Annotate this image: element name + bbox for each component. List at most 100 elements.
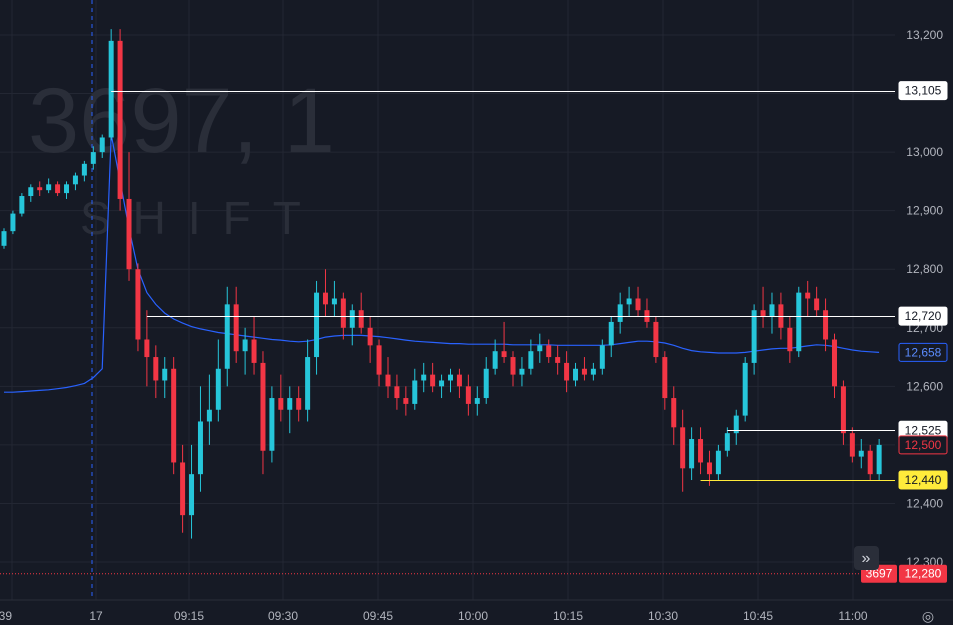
candle	[537, 333, 543, 363]
x-tick-label: 09:30	[268, 609, 298, 623]
y-tick-label: 13,000	[906, 145, 943, 159]
candle	[823, 298, 829, 352]
candle-body	[10, 213, 16, 232]
candle-body	[153, 357, 159, 381]
candle-body	[653, 321, 659, 358]
candle-body	[751, 310, 757, 363]
candle	[626, 286, 632, 317]
candle-body	[171, 368, 177, 463]
svg-text:13,105: 13,105	[905, 84, 942, 98]
candle	[573, 362, 579, 387]
candle	[162, 357, 168, 399]
x-tick-label: 09:45	[363, 609, 393, 623]
candle-body	[501, 351, 507, 358]
candle-body	[90, 152, 96, 164]
watermark-name: SHIFT	[80, 192, 323, 244]
y-tick-label: 12,800	[906, 262, 943, 276]
candle	[849, 427, 855, 463]
candle-body	[305, 357, 311, 410]
candle	[421, 362, 427, 393]
svg-text:12,440: 12,440	[905, 473, 942, 487]
x-tick-label: 11:00	[838, 609, 867, 623]
candle	[599, 339, 605, 375]
candle	[680, 409, 686, 492]
candle-body	[805, 292, 811, 299]
candle	[331, 280, 337, 317]
candle-body	[448, 374, 453, 381]
candle	[653, 316, 659, 363]
candle	[394, 374, 400, 410]
candle	[19, 193, 25, 217]
candle	[724, 427, 730, 457]
candle-body	[742, 362, 748, 416]
candle	[555, 345, 561, 375]
candle	[858, 439, 864, 469]
y-tick-label: 12,600	[906, 379, 943, 393]
x-tick-label: 10:15	[553, 609, 583, 623]
candle-body	[322, 292, 328, 305]
candle-body	[581, 368, 587, 375]
candle	[430, 362, 436, 393]
candle-body	[260, 362, 266, 451]
candle	[189, 444, 195, 539]
candle	[358, 292, 364, 334]
candle	[1, 228, 7, 249]
candle	[90, 146, 96, 170]
candle	[590, 362, 596, 381]
y-tick-label: 13,200	[906, 28, 943, 42]
candle-body	[242, 339, 248, 352]
candle	[581, 357, 587, 381]
candle	[349, 304, 355, 346]
candle	[689, 427, 695, 481]
candle-body	[99, 137, 105, 153]
candle-body	[465, 386, 471, 404]
candle-body	[385, 374, 391, 387]
moving-average-line	[4, 134, 880, 393]
candle-body	[635, 298, 641, 311]
candle-body	[456, 374, 462, 387]
bid-label: 3697 12,280	[861, 564, 947, 583]
candle-body	[858, 450, 864, 457]
candle	[403, 386, 409, 416]
candle-body	[698, 439, 704, 463]
candle-body	[251, 339, 257, 363]
candle	[72, 172, 78, 191]
candle	[28, 184, 34, 202]
candle-body	[233, 304, 239, 352]
candle-body	[349, 310, 355, 328]
candle	[215, 339, 221, 422]
candle-body	[358, 310, 364, 328]
candle	[769, 292, 775, 334]
candle-body	[296, 398, 302, 410]
candle-body	[394, 386, 400, 399]
candle-body	[126, 198, 132, 270]
candle-body	[108, 40, 114, 138]
x-tick-label: 10:45	[743, 609, 773, 623]
candle	[528, 339, 534, 375]
candle-body	[314, 292, 320, 358]
candle	[305, 339, 311, 422]
candle	[153, 345, 159, 399]
price-label: 12,500	[898, 435, 948, 455]
x-axis: :39 17 09:15 09:30 09:45 10:00 10:15 10:30 10:45…	[0, 599, 953, 623]
candle-body	[760, 310, 766, 317]
candle-body	[37, 187, 43, 191]
price-label: 13,105	[898, 81, 948, 101]
horizontal-levels[interactable]	[111, 91, 895, 481]
candle	[831, 333, 837, 399]
candle	[698, 427, 704, 475]
candle-body	[215, 368, 221, 410]
candle	[840, 380, 846, 445]
svg-text:3697: 3697	[866, 567, 893, 581]
candle-body	[626, 298, 632, 305]
expand-button[interactable]: »	[854, 546, 879, 570]
candle-body	[340, 298, 346, 328]
candle	[671, 386, 677, 445]
candle	[385, 357, 391, 399]
svg-text:12,658: 12,658	[905, 345, 942, 359]
candle	[296, 386, 302, 422]
candle	[233, 286, 239, 363]
gear-icon[interactable]: ◎	[922, 608, 934, 624]
